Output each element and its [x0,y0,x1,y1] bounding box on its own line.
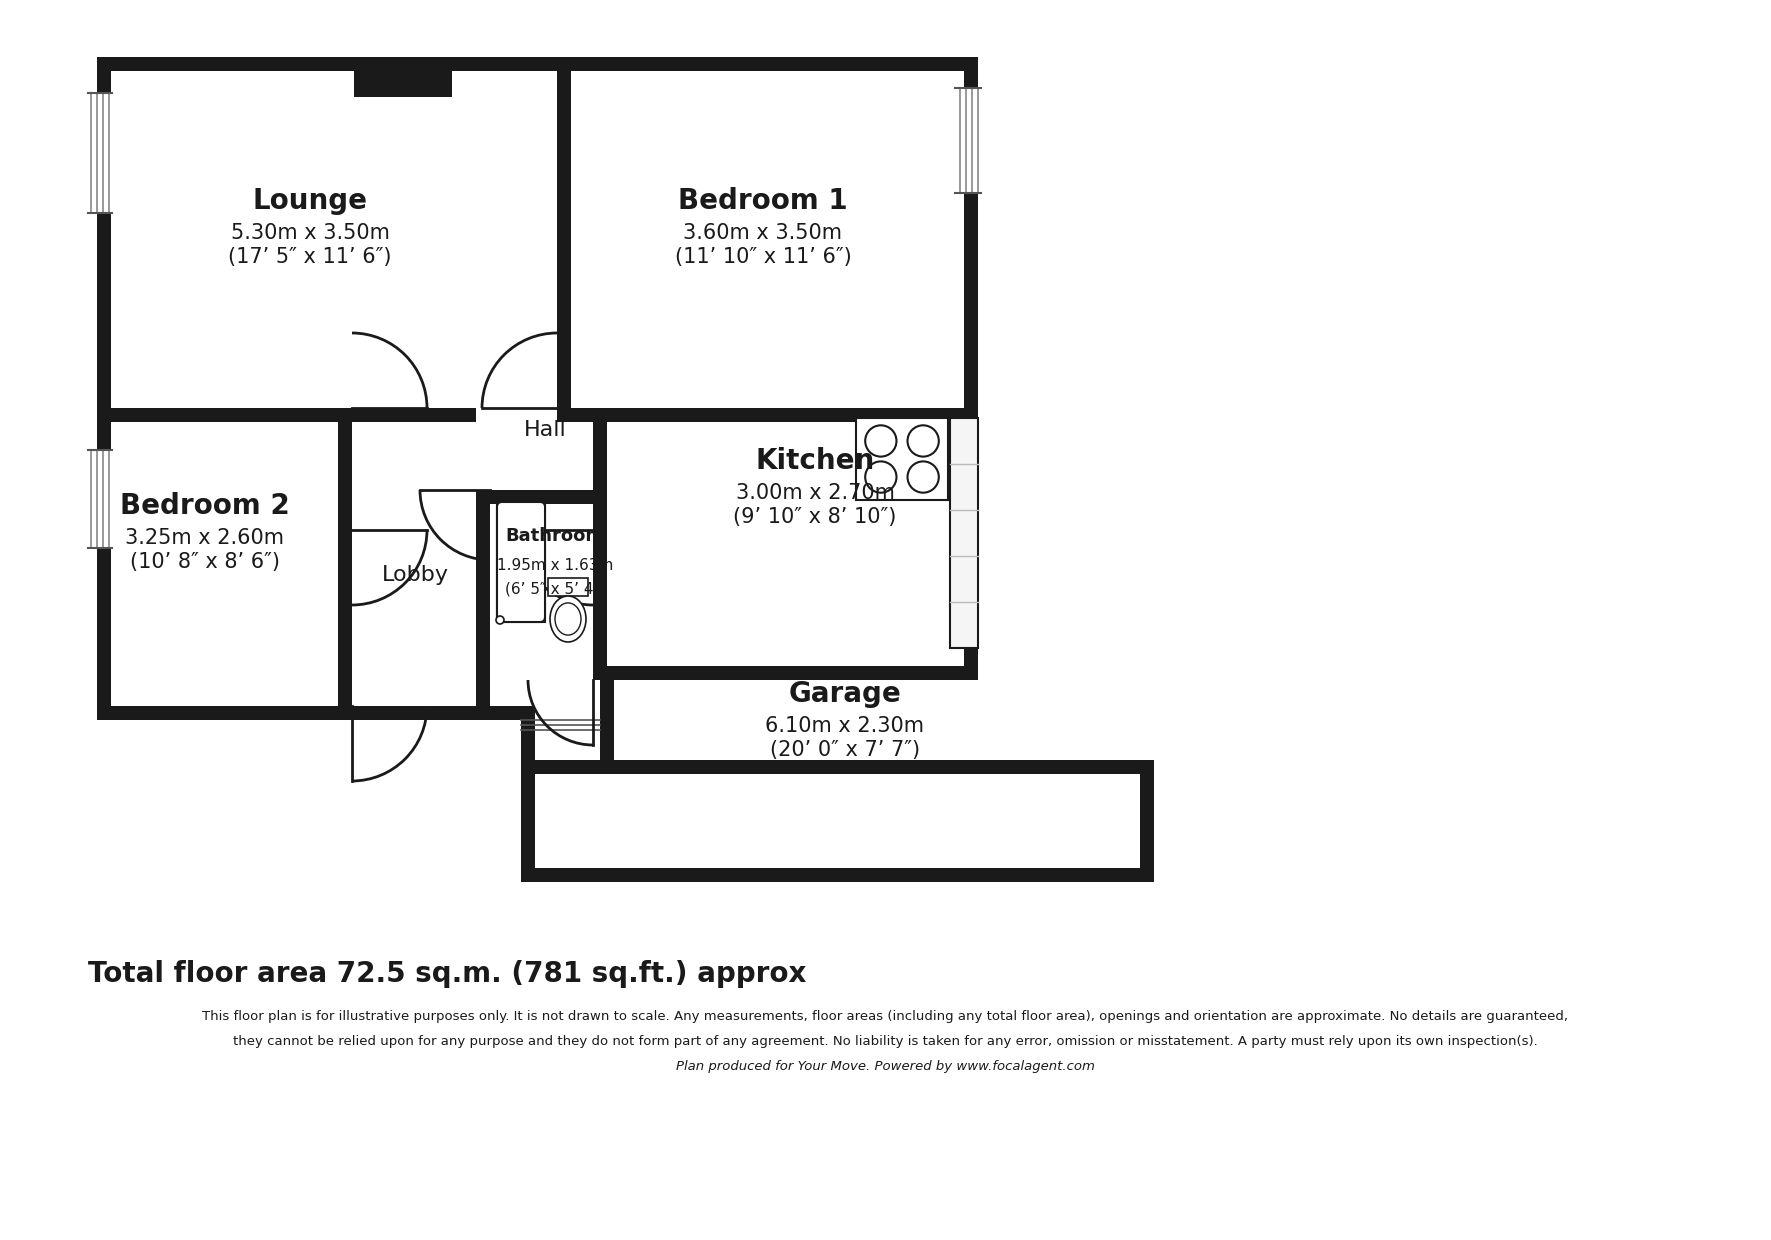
Bar [949,418,978,649]
Circle shape [907,425,939,456]
Bar [97,408,352,422]
Text: Bedroom 2: Bedroom 2 [120,492,290,520]
Text: Hall: Hall [524,420,567,440]
Bar [535,760,1141,774]
Bar [1141,760,1155,882]
Ellipse shape [551,596,586,642]
Text: (10’ 8″ x 8’ 6″): (10’ 8″ x 8’ 6″) [129,552,280,572]
Bar [476,490,491,720]
Text: Bathroom: Bathroom [505,527,604,546]
FancyBboxPatch shape [498,502,545,622]
Bar [949,418,978,649]
Bar [498,502,545,622]
Bar [97,57,112,720]
Text: Kitchen: Kitchen [756,446,875,475]
Bar [956,88,978,193]
Bar [491,706,535,720]
Bar [547,578,588,646]
Text: (6’ 5″ x 5’ 4″): (6’ 5″ x 5’ 4″) [505,582,606,596]
Circle shape [866,425,896,456]
Bar [352,408,476,422]
Text: This floor plan is for illustrative purposes only. It is not drawn to scale. Any: This floor plan is for illustrative purp… [202,1011,1567,1023]
Text: (17’ 5″ x 11’ 6″): (17’ 5″ x 11’ 6″) [228,247,391,267]
Bar [521,760,535,882]
Bar [521,868,1155,882]
Circle shape [866,461,896,492]
Bar [547,578,588,596]
Text: 3.60m x 3.50m: 3.60m x 3.50m [684,223,843,243]
Bar [855,418,947,500]
Text: (20’ 0″ x 7’ 7″): (20’ 0″ x 7’ 7″) [770,740,921,760]
Ellipse shape [554,603,581,635]
Bar [593,408,607,680]
Text: Lobby: Lobby [381,565,448,585]
Text: 3.25m x 2.60m: 3.25m x 2.60m [126,528,285,548]
Bar [558,57,570,408]
Bar [491,490,607,503]
Bar [97,706,352,720]
Text: (11’ 10″ x 11’ 6″): (11’ 10″ x 11’ 6″) [675,247,852,267]
Text: 3.00m x 2.70m: 3.00m x 2.70m [735,484,894,503]
Bar [855,418,947,500]
Text: Bedroom 1: Bedroom 1 [678,187,848,215]
Bar [521,706,535,774]
Bar [600,666,615,774]
Bar [352,706,505,720]
Text: 6.10m x 2.30m: 6.10m x 2.30m [765,715,924,737]
Text: Lounge: Lounge [253,187,368,215]
Bar [89,450,112,548]
Bar [89,93,112,213]
Bar [963,57,978,680]
Text: 1.95m x 1.63m: 1.95m x 1.63m [498,558,613,573]
Text: Plan produced for Your Move. Powered by www.focalagent.com: Plan produced for Your Move. Powered by … [675,1060,1094,1073]
Bar [354,57,452,97]
Bar [338,408,352,720]
Text: Garage: Garage [788,680,901,708]
Text: Total floor area 72.5 sq.m. (781 sq.ft.) approx: Total floor area 72.5 sq.m. (781 sq.ft.)… [89,960,806,988]
Text: 5.30m x 3.50m: 5.30m x 3.50m [230,223,390,243]
Bar [600,666,978,680]
Text: they cannot be relied upon for any purpose and they do not form part of any agre: they cannot be relied upon for any purpo… [232,1035,1537,1048]
Bar [498,502,545,622]
Bar [558,408,978,422]
Bar [97,57,978,71]
Text: (9’ 10″ x 8’ 10″): (9’ 10″ x 8’ 10″) [733,507,896,527]
Circle shape [496,616,505,624]
Circle shape [907,461,939,492]
